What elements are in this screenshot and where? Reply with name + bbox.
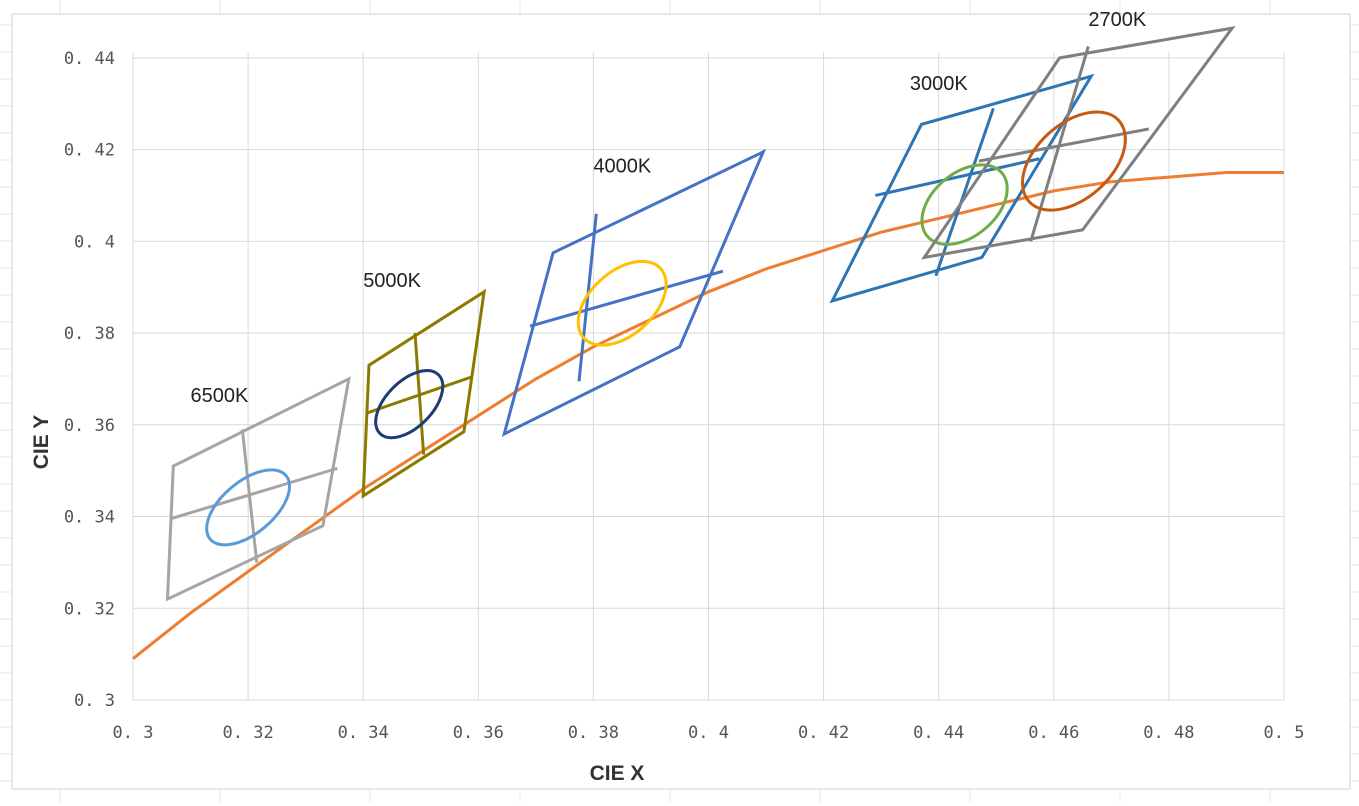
macadam-ellipse-6500k: [205, 468, 292, 547]
quadrangle-divider-3000k: [934, 107, 995, 277]
quadrangle-divider-4000k: [529, 269, 724, 328]
cct-label-3000k: 3000K: [910, 73, 968, 95]
cct-region-6500k: 6500K: [165, 376, 351, 602]
cct-label-4000k: 4000K: [593, 156, 651, 178]
quadrangle-divider-3000k: [875, 157, 1040, 197]
cct-region-4000k: 4000K: [501, 148, 767, 437]
quadrangle-4000k: [501, 148, 767, 437]
quadrangle-divider-6500k: [169, 466, 338, 521]
y-tick-label: 0. 4: [74, 232, 115, 252]
chart-area: [11, 13, 1351, 790]
x-tick-label: 0. 44: [913, 723, 964, 743]
quadrangle-divider-5000k: [413, 332, 426, 455]
y-tick-label: 0. 32: [64, 599, 115, 619]
y-tick-label: 0. 34: [64, 508, 115, 528]
y-axis-title: CIE Y: [30, 415, 53, 469]
y-tick-labels: 0. 3 0. 32 0. 34 0. 36 0. 38 0. 4 0. 42 0. 44: [64, 49, 115, 711]
cct-region-3000k: 3000K: [829, 73, 1095, 304]
y-tick-label: 0. 38: [64, 324, 115, 344]
macadam-ellipse-3000k: [920, 163, 1009, 246]
x-tick-label: 0. 38: [568, 723, 619, 743]
x-tick-labels: 0. 3 0. 32 0. 34 0. 36 0. 38 0. 4 0. 42 0. 44 0.…: [113, 723, 1305, 743]
x-tick-label: 0. 48: [1143, 723, 1194, 743]
macadam-ellipse-4000k: [576, 259, 668, 347]
y-tick-label: 0. 44: [64, 49, 115, 69]
quadrangle-3000k: [829, 73, 1095, 304]
x-tick-label: 0. 42: [798, 723, 849, 743]
y-tick-label: 0. 42: [64, 141, 115, 161]
x-axis-title: CIE X: [590, 762, 645, 785]
x-tick-label: 0. 46: [1028, 723, 1079, 743]
y-tick-label: 0. 3: [74, 691, 115, 711]
y-tick-label: 0. 36: [64, 416, 115, 436]
cct-region-2700k: 2700K: [921, 9, 1236, 260]
macadam-ellipse-2700k: [1021, 110, 1127, 212]
x-tick-label: 0. 36: [453, 723, 504, 743]
x-tick-label: 0. 3: [113, 723, 154, 743]
quadrangle-6500k: [165, 376, 351, 602]
quadrangle-2700k: [921, 25, 1236, 260]
cct-regions-layer: 6500K 5000K 4000K 3000K 2700K: [165, 9, 1236, 602]
quadrangle-divider-6500k: [240, 429, 259, 563]
x-tick-label: 0. 5: [1264, 723, 1305, 743]
cct-region-5000k: 5000K: [361, 270, 487, 499]
cct-label-5000k: 5000K: [363, 270, 421, 292]
x-tick-label: 0. 4: [688, 723, 729, 743]
quadrangle-divider-2700k: [978, 127, 1150, 163]
x-tick-label: 0. 34: [338, 723, 389, 743]
macadam-ellipse-5000k: [374, 369, 445, 440]
cct-label-6500k: 6500K: [191, 385, 249, 407]
quadrangle-5000k: [361, 288, 487, 499]
cct-label-2700k: 2700K: [1088, 9, 1146, 31]
x-tick-label: 0. 32: [223, 723, 274, 743]
